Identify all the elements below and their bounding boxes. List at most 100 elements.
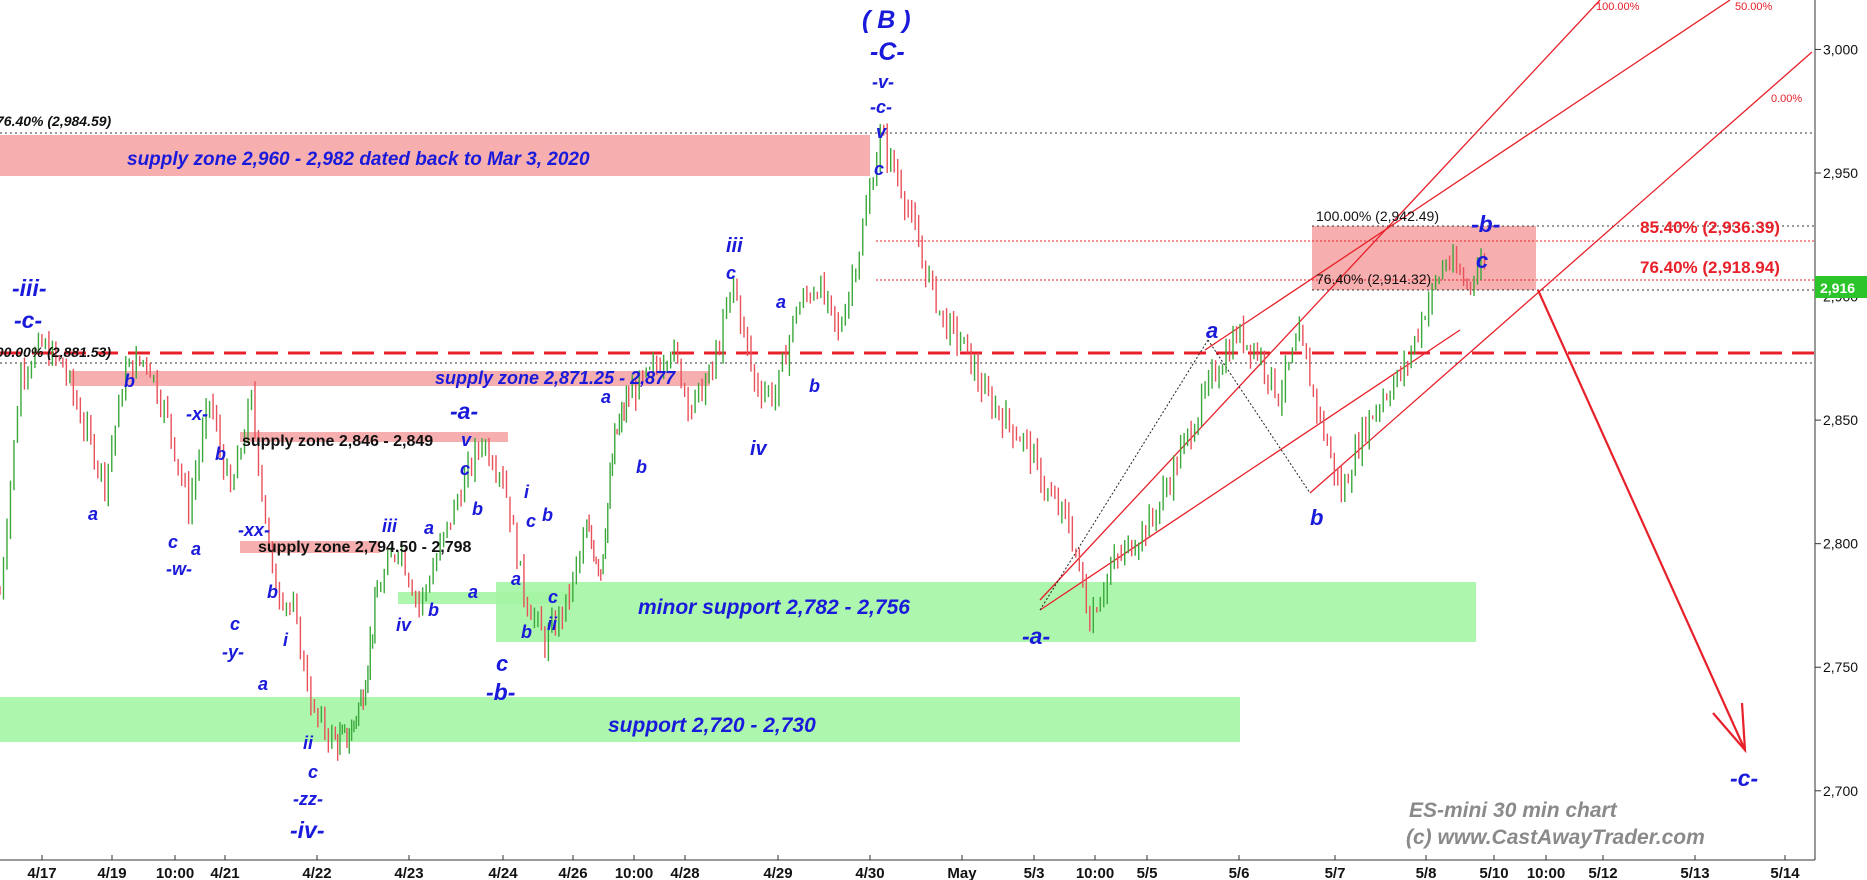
wave-label: -c-	[14, 307, 42, 333]
wave-labels: ( B ) -C- -v- -c- v c iii c a b iv -iii-…	[12, 6, 1758, 843]
pitchfork-channel	[1039, 0, 1813, 611]
x-tick-label: 5/8	[1416, 865, 1437, 880]
wave-label: -v-	[872, 72, 894, 92]
wave-label: b	[428, 600, 439, 620]
wave-label: i	[524, 482, 530, 502]
supply-zone-2960-2982	[0, 135, 870, 176]
fib-box-zone	[1312, 226, 1536, 290]
x-tick-label: 10:00	[1527, 865, 1565, 880]
x-tick-label: 4/26	[558, 865, 587, 880]
wave-label: c	[548, 587, 558, 607]
y-tick-label: 2,850	[1823, 412, 1858, 428]
wave-label: a	[601, 387, 611, 407]
wave-label: iii	[726, 235, 743, 257]
zone-label-support: support 2,720 - 2,730	[608, 714, 816, 737]
wave-label: -zz-	[293, 789, 323, 809]
wave-label: b	[542, 505, 553, 525]
zone-label-minor-support: minor support 2,782 - 2,756	[638, 596, 910, 619]
x-axis-ticks: 4/17 4/19 10:00 4/21 4/22 4/23 4/24 4/26 10:00 4/…	[27, 855, 1800, 880]
channel-pct-50: 50.00%	[1735, 1, 1773, 13]
wave-label: iii	[382, 516, 398, 536]
wave-label: c	[308, 762, 318, 782]
x-tick-label: 10:00	[156, 865, 194, 880]
channel-upper	[1039, 0, 1601, 601]
x-tick-label: 4/29	[763, 865, 792, 880]
zone-label-supply-2846: supply zone 2,846 - 2,849	[242, 433, 433, 450]
fib-label-5: 76.40% (2,918.94)	[1640, 258, 1780, 277]
channel-mid	[1204, 0, 1731, 351]
wave-label: a	[258, 674, 268, 694]
x-tick-label: May	[947, 865, 977, 880]
x-tick-label: 4/23	[394, 865, 423, 880]
wave-label: b	[1310, 505, 1323, 530]
zone-label-supply-2794: supply zone 2,794.50 - 2,798	[258, 539, 472, 556]
y-tick-label: 2,750	[1823, 659, 1858, 675]
wave-label: -x-	[186, 404, 208, 424]
x-tick-label: 5/12	[1588, 865, 1617, 880]
channel-base	[1039, 329, 1461, 611]
projection-arrow	[1536, 289, 1747, 754]
wave-label: iv	[396, 615, 412, 635]
price-bars	[0, 123, 1486, 761]
y-tick-label: 2,800	[1823, 536, 1858, 552]
x-tick-label: 5/7	[1325, 865, 1346, 880]
wave-label: ( B )	[862, 6, 911, 34]
wave-label: c	[168, 532, 178, 552]
x-tick-label: 5/5	[1137, 865, 1158, 880]
channel-pct-100: 100.00%	[1596, 1, 1640, 13]
minor-support-zone	[496, 582, 1476, 642]
wave-label: c	[874, 159, 884, 179]
x-tick-label: 4/30	[855, 865, 884, 880]
wave-label: b	[215, 444, 226, 464]
wave-label: -xx-	[238, 520, 270, 540]
zone-label-supply-2960: supply zone 2,960 - 2,982 dated back to …	[127, 149, 590, 170]
wave-label: -a-	[450, 398, 478, 424]
supply-zone-2846-2849	[240, 432, 508, 442]
wave-label: b	[472, 499, 483, 519]
supply-zone-2794-2798	[240, 541, 380, 553]
y-tick-label: 3,000	[1823, 41, 1858, 57]
x-tick-label: 5/13	[1680, 865, 1709, 880]
x-tick-label: 4/22	[302, 865, 331, 880]
fib-label-2: 100.00% (2,942.49)	[1316, 208, 1439, 224]
wave-label: a	[776, 292, 786, 312]
wave-label: i	[283, 630, 289, 650]
wave-label: -b-	[486, 679, 515, 705]
wave-label: c	[496, 651, 508, 676]
wave-label: -w-	[166, 559, 192, 579]
wave-label: c	[526, 511, 536, 531]
wave-label: -c-	[1730, 765, 1758, 791]
x-tick-label: 5/6	[1229, 865, 1250, 880]
wave-label: c	[1476, 248, 1488, 273]
copyright-watermark: (c) www.CastAwayTrader.com	[1406, 826, 1705, 849]
fib-label-3: 76.40% (2,914.32)	[1316, 271, 1431, 287]
x-tick-label: 5/14	[1770, 865, 1800, 880]
zone-label-supply-2871: supply zone 2,871.25 - 2,877	[435, 368, 676, 388]
x-tick-label: 4/28	[670, 865, 699, 880]
last-price-box	[1815, 276, 1867, 298]
wave-label: -a-	[1022, 623, 1050, 649]
minor-support-zone-small	[398, 592, 573, 604]
x-tick-label: 5/3	[1024, 865, 1045, 880]
wave-label: b	[636, 457, 647, 477]
y-tick-label: 2,950	[1823, 165, 1858, 181]
wave-label: b	[521, 622, 532, 642]
wave-label: b	[124, 371, 135, 391]
wave-label: a	[468, 582, 478, 602]
support-zone	[0, 697, 1240, 742]
wave-label: ii	[303, 733, 314, 753]
wave-label: -iv-	[290, 817, 325, 843]
wave-label: v	[461, 430, 472, 450]
x-tick-label: 4/19	[97, 865, 126, 880]
x-tick-label: 5/10	[1479, 865, 1508, 880]
channel-pct-0: 0.00%	[1771, 93, 1802, 105]
last-price-label: 2,916	[1820, 280, 1855, 296]
wave-label: -c-	[870, 97, 892, 117]
wave-label: v	[876, 122, 887, 142]
wave-label: -iii-	[12, 275, 47, 301]
chart-title-watermark: ES-mini 30 min chart	[1409, 799, 1618, 822]
wave-label: c	[230, 614, 240, 634]
